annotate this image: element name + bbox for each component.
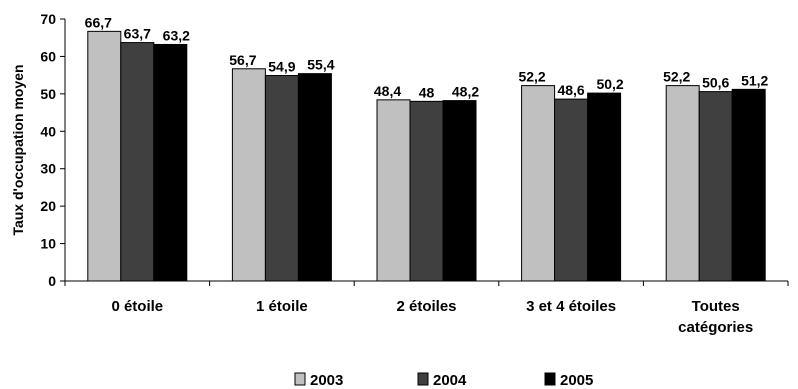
bar-2004-0 — [120, 42, 155, 282]
x-axis-category-labels: 0 étoile 1 étoile 2 étoiles 3 et 4 étoiles T… — [111, 298, 753, 336]
y-tick-label: 60 — [40, 48, 56, 64]
bar-2003-1 — [231, 68, 266, 282]
category-label-1: 1 étoile — [256, 298, 308, 315]
y-axis-ticks: 0 10 20 30 40 50 60 70 — [40, 11, 65, 289]
data-label-2005-4: 51,2 — [741, 72, 768, 88]
data-label-2003-1: 56,7 — [229, 52, 256, 68]
data-label-2004-0: 63,7 — [124, 26, 151, 42]
bar-2004-3 — [554, 98, 589, 282]
data-label-2005-3: 50,2 — [596, 76, 623, 92]
bar-2005-3 — [587, 92, 622, 282]
legend: 2003 2004 2005 — [294, 372, 593, 389]
data-label-2005-0: 63,2 — [163, 27, 190, 43]
data-label-2004-3: 48,6 — [557, 82, 584, 98]
bar-2005-1 — [297, 73, 332, 282]
bar-2004-2 — [409, 100, 444, 282]
legend-label-2003: 2003 — [310, 372, 343, 389]
bar-2005-2 — [442, 100, 477, 282]
data-label-2004-1: 54,9 — [268, 59, 295, 75]
data-label-2003-0: 66,7 — [85, 14, 112, 30]
data-label-2004-4: 50,6 — [702, 75, 729, 91]
data-label-2003-3: 52,2 — [518, 69, 545, 85]
bar-2003-0 — [87, 30, 122, 282]
bars — [87, 30, 766, 282]
y-tick-label: 0 — [48, 273, 56, 289]
bar-2003-3 — [521, 85, 556, 282]
category-label-2: 2 étoiles — [396, 298, 456, 315]
legend-label-2004: 2004 — [433, 372, 467, 389]
data-labels: 66,7 63,7 63,2 56,7 54,9 55,4 48,4 48 48,2 52,2 48… — [85, 14, 769, 100]
data-label-2003-2: 48,4 — [374, 83, 401, 99]
legend-swatch-2004 — [417, 372, 429, 386]
data-label-2003-4: 52,2 — [663, 69, 690, 85]
category-label-3: 3 et 4 étoiles — [526, 298, 616, 315]
y-tick-label: 10 — [40, 236, 56, 252]
bar-2003-2 — [376, 99, 411, 282]
category-label-4: Toutes catégories — [678, 298, 753, 336]
data-label-2004-2: 48 — [419, 84, 435, 100]
y-tick-label: 50 — [40, 86, 56, 102]
y-axis-title: Taux d'occupation moyen — [10, 64, 26, 235]
y-tick-label: 30 — [40, 161, 56, 177]
legend-swatch-2003 — [294, 372, 306, 386]
bar-2004-1 — [264, 75, 299, 282]
legend-swatch-2005 — [544, 372, 556, 386]
y-tick-label: 40 — [40, 123, 56, 139]
legend-label-2005: 2005 — [560, 372, 593, 389]
axes — [64, 19, 789, 286]
bar-2003-4 — [665, 85, 700, 282]
bar-2005-4 — [731, 88, 766, 282]
category-label-0: 0 étoile — [111, 298, 163, 315]
bar-2005-0 — [153, 43, 188, 282]
data-label-2005-2: 48,2 — [452, 84, 479, 100]
y-tick-label: 70 — [40, 11, 56, 27]
y-tick-label: 20 — [40, 198, 56, 214]
data-label-2005-1: 55,4 — [307, 57, 334, 73]
bar-2004-4 — [698, 91, 733, 282]
